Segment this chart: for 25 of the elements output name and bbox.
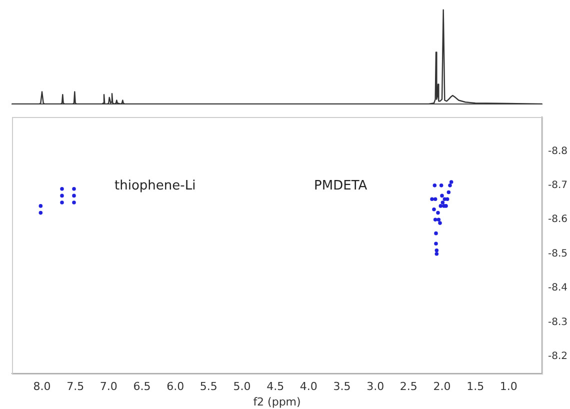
x-tick-label: 8.0 [33,380,51,394]
x-tick-label: 3.0 [366,380,384,394]
x-tick-label: 5.5 [200,380,218,394]
x-tick-label: 6.5 [133,380,151,394]
x-tick-label: 1.5 [466,380,484,394]
y-tick-label: -8.3 [548,316,568,328]
y-tick-label: -8.2 [548,351,568,362]
y-tick-label: -8.8 [548,146,568,157]
y-tick-label: -8.6 [548,214,568,226]
y-tick-label: -8.7 [548,180,568,192]
x-tick-label: 2.5 [400,380,418,394]
annotation: PMDETA [314,178,368,194]
x-tick-label: 4.0 [300,380,318,394]
y-tick-label: -8.4 [548,282,568,294]
x-tick-label: 4.5 [266,380,284,394]
x-tick-label: 1.0 [500,380,518,394]
x-axis-title: f2 (ppm) [253,395,301,408]
x-tick-label: 6.0 [166,380,184,394]
x-tick-label: 2.0 [433,380,451,394]
x-tick-label: 3.5 [333,380,351,394]
x-tick-label: 7.0 [100,380,118,394]
x-tick-label: 5.0 [233,380,251,394]
annotation: thiophene-Li [114,178,196,194]
y-tick-label: -8.5 [548,248,568,260]
x-tick-label: 7.5 [66,380,84,394]
